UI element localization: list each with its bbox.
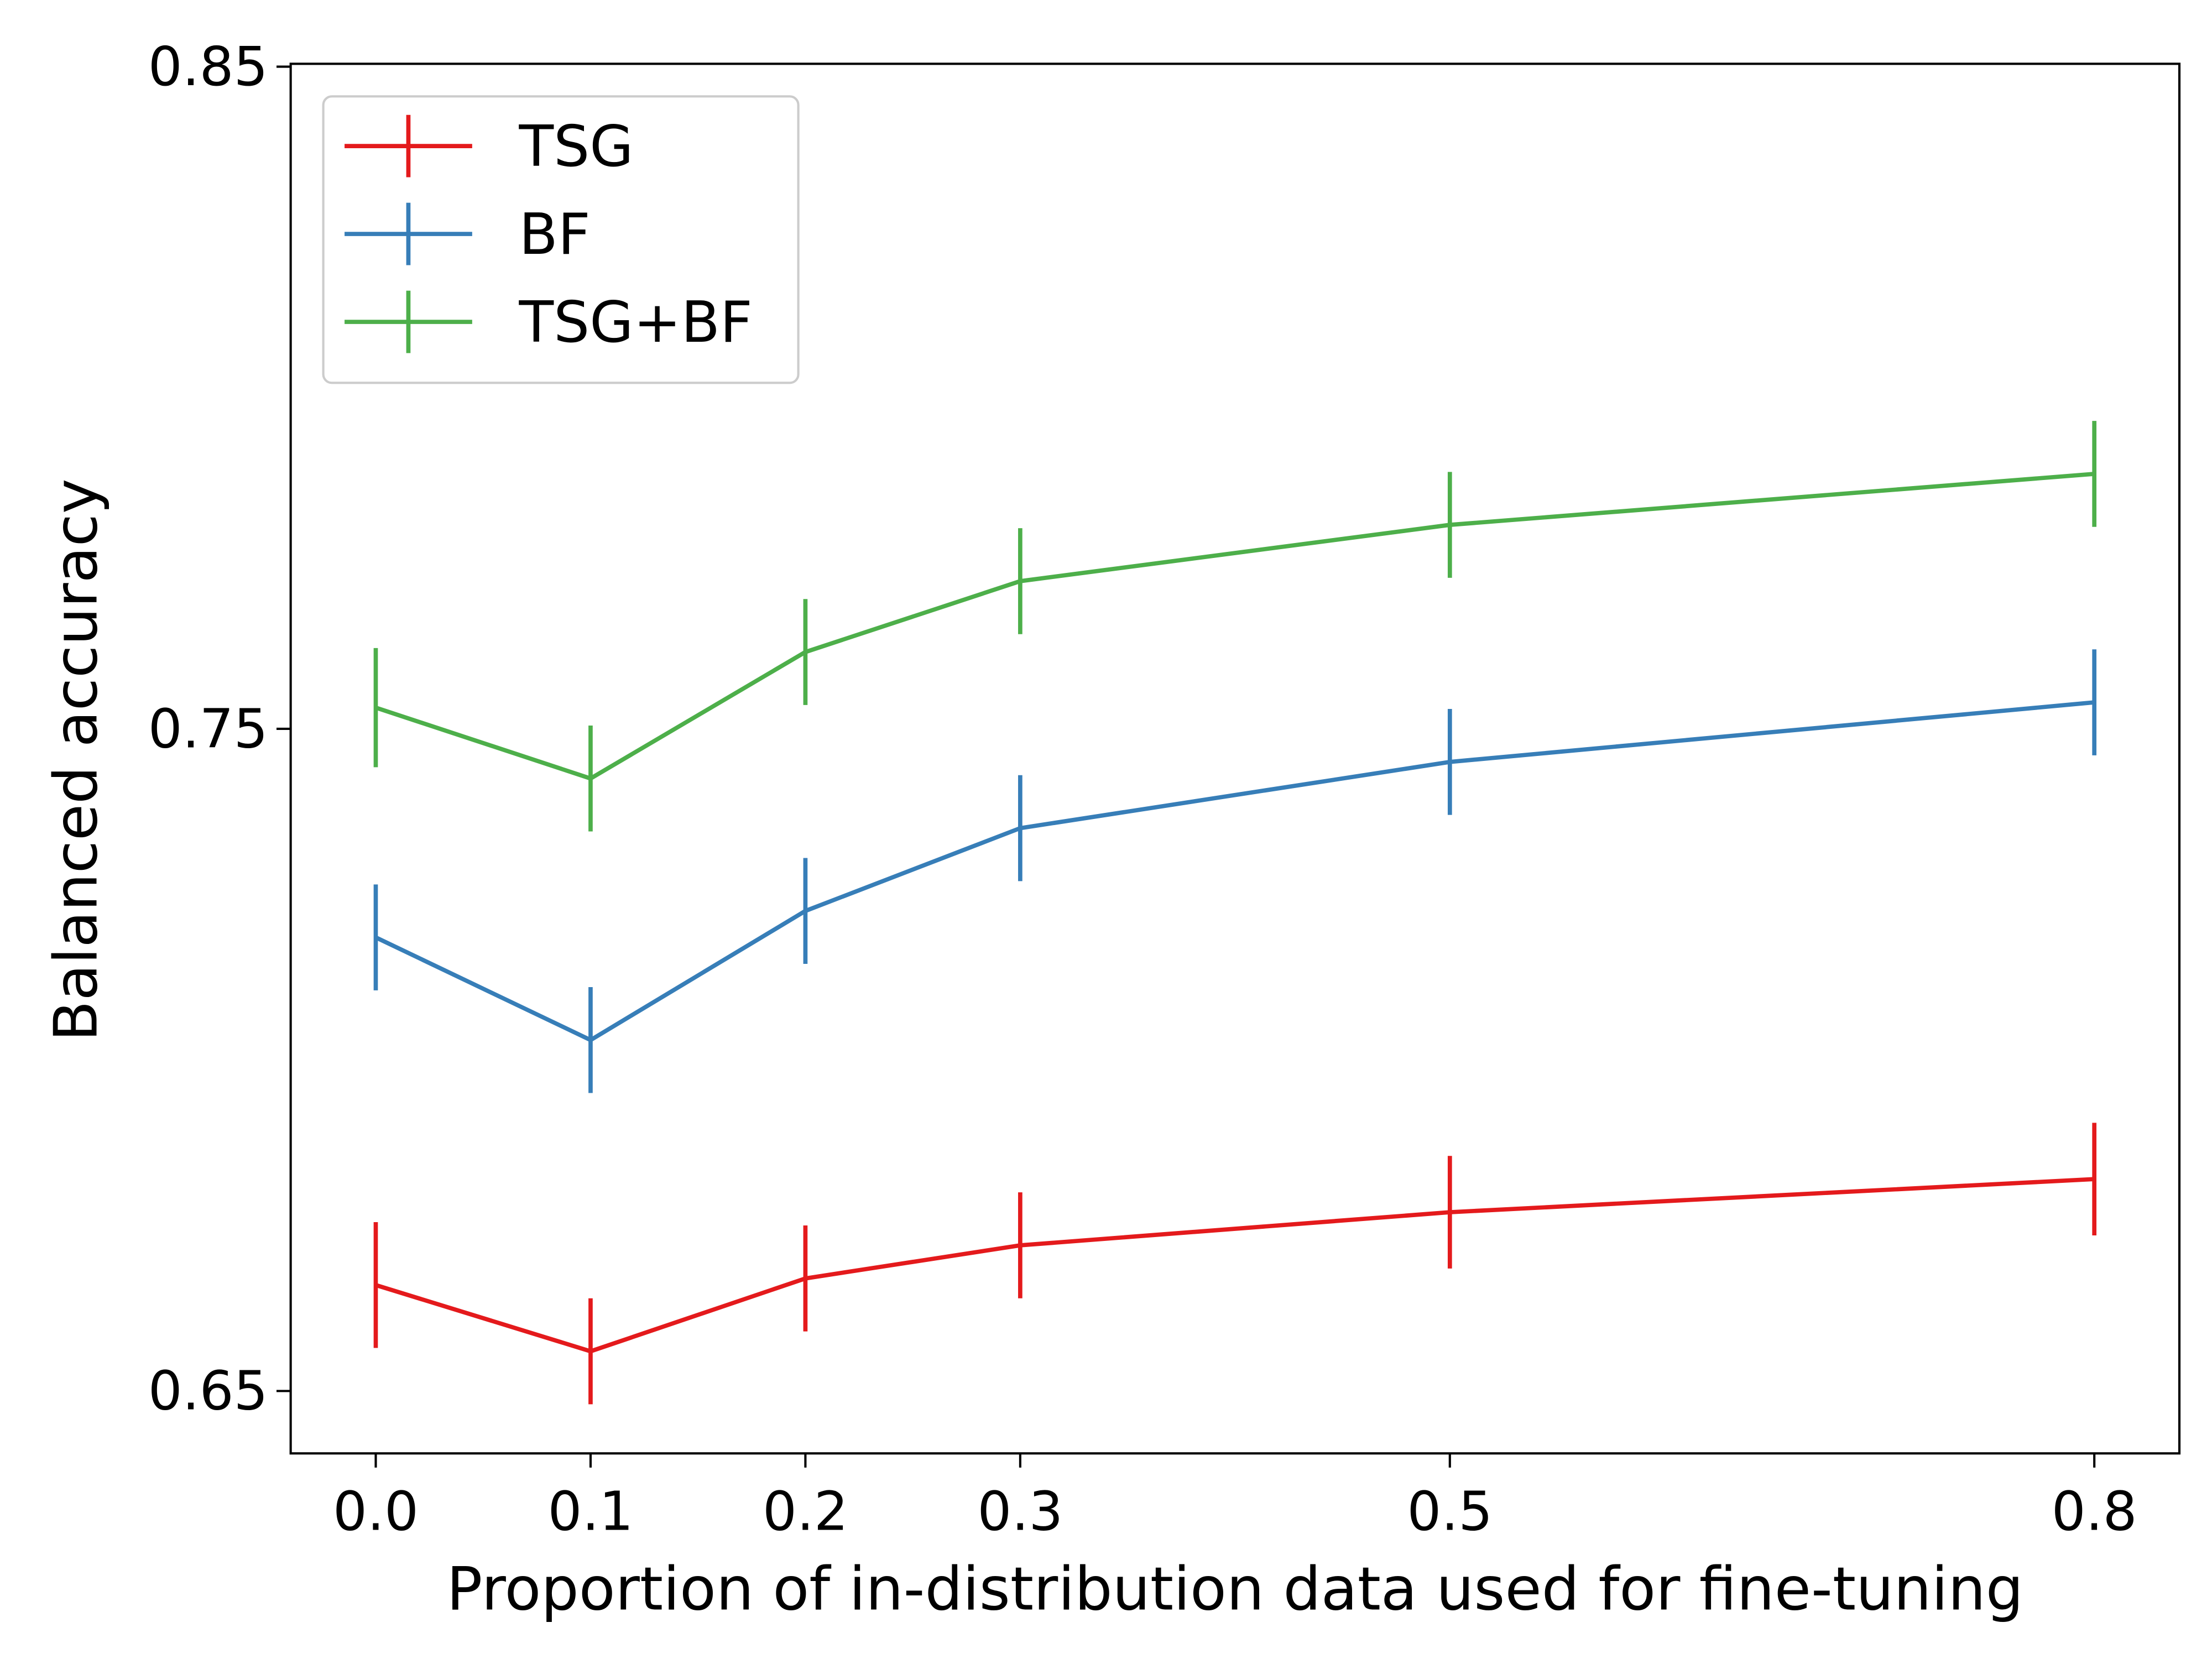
plot-area: 0.0 0.1 0.2 0.3 0.5 0.8 0.65 0.75 0.85 TSG BF TSG+B… bbox=[148, 35, 2181, 1543]
legend-label: BF bbox=[519, 202, 590, 268]
x-axis-label: Proportion of in-distribution data used … bbox=[447, 1554, 2024, 1624]
axes-frame bbox=[289, 62, 2181, 1455]
y-axis-label: Balanced accuracy bbox=[41, 478, 111, 1041]
x-tick-label: 0.3 bbox=[977, 1480, 1063, 1543]
legend-box bbox=[322, 95, 800, 384]
y-tick-label: 0.75 bbox=[148, 697, 268, 760]
x-tick-label: 0.1 bbox=[547, 1480, 633, 1543]
legend: TSG BF TSG+BF bbox=[322, 95, 800, 384]
series-tsg bbox=[373, 1123, 2097, 1405]
y-tick-label: 0.85 bbox=[148, 35, 268, 98]
x-tick-label: 0.8 bbox=[2052, 1480, 2137, 1543]
x-tick-label: 0.2 bbox=[763, 1480, 848, 1543]
series-tsg-bf bbox=[373, 421, 2097, 832]
series-line bbox=[375, 1177, 2095, 1354]
x-tick-label: 0.5 bbox=[1407, 1480, 1493, 1543]
legend-label: TSG+BF bbox=[518, 290, 752, 356]
series-line bbox=[374, 700, 2095, 1043]
x-tick-label: 0.0 bbox=[333, 1480, 419, 1543]
series-bf bbox=[373, 649, 2097, 1093]
legend-label: TSG bbox=[518, 114, 633, 180]
y-tick-label: 0.65 bbox=[148, 1360, 268, 1422]
series-line bbox=[375, 472, 2095, 781]
